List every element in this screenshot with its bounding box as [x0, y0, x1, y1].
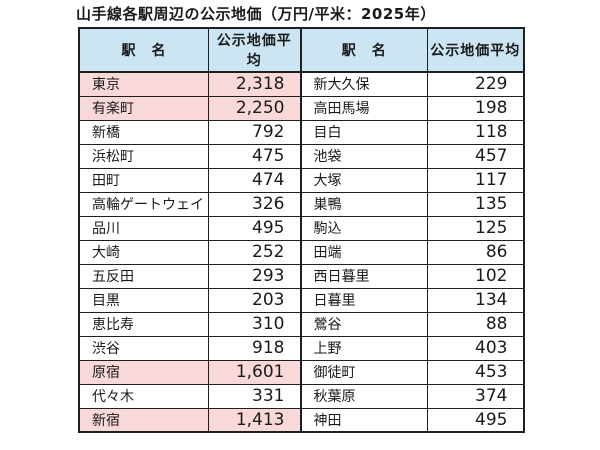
table-row: 浜松町 475 池袋 457: [78, 143, 524, 169]
table-row: 新橋 792 目白 118: [78, 119, 524, 145]
left-station-cell: 五反田: [78, 263, 209, 289]
left-price-cell: 1,601: [208, 359, 301, 385]
left-station-cell: 新宿: [78, 407, 209, 433]
header-station-right: 駅 名: [299, 27, 428, 73]
left-price-cell: 792: [208, 119, 301, 145]
right-station-cell: 新大久保: [299, 71, 428, 97]
table-row: 代々木 331 秋葉原 374: [78, 383, 524, 409]
left-price-cell: 310: [208, 311, 301, 337]
left-price-cell: 2,318: [208, 71, 301, 97]
left-station-cell: 品川: [78, 215, 209, 241]
right-station-cell: 目白: [299, 119, 428, 145]
left-station-cell: 有楽町: [78, 95, 209, 121]
right-price-cell: 125: [427, 215, 524, 241]
right-price-cell: 118: [427, 119, 524, 145]
left-price-cell: 475: [208, 143, 301, 169]
header-price-right: 公示地価平均: [427, 27, 524, 73]
left-station-cell: 恵比寿: [78, 311, 209, 337]
left-station-cell: 田町: [78, 167, 209, 193]
left-station-cell: 代々木: [78, 383, 209, 409]
left-station-cell: 浜松町: [78, 143, 209, 169]
right-station-cell: 御徒町: [299, 359, 428, 385]
left-price-cell: 331: [208, 383, 301, 409]
left-price-cell: 252: [208, 239, 301, 265]
land-price-table: 駅 名 公示地価平均 駅 名 公示地価平均 東京 2,318 新大久保 229 有楽町 2…: [78, 27, 525, 433]
left-station-cell: 大崎: [78, 239, 209, 265]
table-row: 原宿 1,601 御徒町 453: [78, 359, 524, 385]
right-price-cell: 88: [427, 311, 524, 337]
right-price-cell: 198: [427, 95, 524, 121]
right-station-cell: 田端: [299, 239, 428, 265]
left-price-cell: 474: [208, 167, 301, 193]
table-row: 五反田 293 西日暮里 102: [78, 263, 524, 289]
left-price-cell: 2,250: [208, 95, 301, 121]
right-price-cell: 495: [427, 407, 524, 433]
right-price-cell: 229: [427, 71, 524, 97]
left-station-cell: 目黒: [78, 287, 209, 313]
right-price-cell: 457: [427, 143, 524, 169]
left-price-cell: 293: [208, 263, 301, 289]
right-price-cell: 453: [427, 359, 524, 385]
left-station-cell: 高輪ゲートウェイ: [78, 191, 209, 217]
left-station-cell: 新橋: [78, 119, 209, 145]
right-price-cell: 135: [427, 191, 524, 217]
right-station-cell: 大塚: [299, 167, 428, 193]
header-row: 駅 名 公示地価平均 駅 名 公示地価平均: [78, 27, 524, 73]
page-title: 山手線各駅周辺の公示地価（万円/平米：2025年）: [76, 5, 436, 23]
table-row: 東京 2,318 新大久保 229: [78, 71, 524, 97]
right-station-cell: 鶯谷: [299, 311, 428, 337]
right-station-cell: 巣鴨: [299, 191, 428, 217]
right-station-cell: 西日暮里: [299, 263, 428, 289]
right-station-cell: 日暮里: [299, 287, 428, 313]
header-price-left: 公示地価平均: [208, 27, 301, 73]
left-price-cell: 1,413: [208, 407, 301, 433]
right-price-cell: 117: [427, 167, 524, 193]
table-body: 東京 2,318 新大久保 229 有楽町 2,250 高田馬場 198 新橋 792 目白 118 浜…: [78, 71, 524, 433]
right-station-cell: 神田: [299, 407, 428, 433]
right-price-cell: 102: [427, 263, 524, 289]
left-price-cell: 918: [208, 335, 301, 361]
left-price-cell: 326: [208, 191, 301, 217]
right-station-cell: 上野: [299, 335, 428, 361]
table-row: 目黒 203 日暮里 134: [78, 287, 524, 313]
table-row: 田町 474 大塚 117: [78, 167, 524, 193]
right-station-cell: 駒込: [299, 215, 428, 241]
table-row: 有楽町 2,250 高田馬場 198: [78, 95, 524, 121]
left-price-cell: 495: [208, 215, 301, 241]
header-station-left: 駅 名: [78, 27, 209, 73]
left-station-cell: 東京: [78, 71, 209, 97]
table-row: 恵比寿 310 鶯谷 88: [78, 311, 524, 337]
right-station-cell: 高田馬場: [299, 95, 428, 121]
right-price-cell: 86: [427, 239, 524, 265]
right-price-cell: 374: [427, 383, 524, 409]
table-row: 品川 495 駒込 125: [78, 215, 524, 241]
table-row: 大崎 252 田端 86: [78, 239, 524, 265]
left-price-cell: 203: [208, 287, 301, 313]
left-station-cell: 渋谷: [78, 335, 209, 361]
right-station-cell: 秋葉原: [299, 383, 428, 409]
table-row: 渋谷 918 上野 403: [78, 335, 524, 361]
left-station-cell: 原宿: [78, 359, 209, 385]
table-row: 新宿 1,413 神田 495: [78, 407, 524, 433]
table-row: 高輪ゲートウェイ 326 巣鴨 135: [78, 191, 524, 217]
right-station-cell: 池袋: [299, 143, 428, 169]
right-price-cell: 134: [427, 287, 524, 313]
right-price-cell: 403: [427, 335, 524, 361]
